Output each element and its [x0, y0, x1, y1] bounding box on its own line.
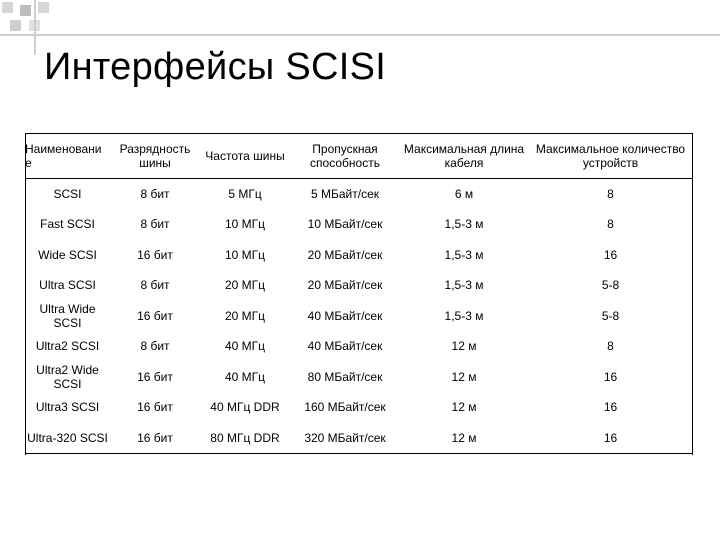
cell-bus-width: 8 бит	[140, 278, 170, 293]
table-row: Ultra Wide SCSI 16 бит 20 МГц 40 МБайт/сек 1…	[25, 301, 693, 332]
cell-frequency: 40 МГц DDR	[210, 400, 280, 415]
cell-throughput: 10 МБайт/сек	[307, 217, 383, 232]
cell-devices: 8	[607, 339, 614, 354]
cell-bus-width: 16 бит	[137, 308, 173, 323]
cell-cable-length: 1,5-3 м	[444, 247, 484, 262]
header-throughput: Пропускная способность	[310, 142, 380, 170]
cell-devices: 8	[607, 187, 614, 201]
table-row: Ultra-320 SCSI 16 бит 80 МГц DDR 320 МБайт/…	[25, 423, 693, 453]
cell-bus-width: 16 бит	[137, 400, 173, 415]
cell-name: Ultra SCSI	[39, 278, 96, 293]
table-row: Wide SCSI 16 бит 10 МГц 20 МБайт/сек 1,5-3 м…	[25, 240, 693, 271]
cell-frequency: 10 МГц	[224, 247, 266, 262]
cell-throughput: 160 МБайт/сек	[304, 400, 386, 415]
cell-devices: 16	[603, 400, 618, 415]
cell-cable-length: 1,5-3 м	[444, 308, 484, 323]
cell-throughput: 20 МБайт/сек	[307, 247, 383, 262]
header-divider-vertical	[34, 0, 36, 55]
cell-frequency: 20 МГц	[224, 308, 266, 323]
header-max-devices: Максимальное количество устройств	[535, 142, 686, 170]
header-divider-horizontal	[0, 34, 720, 36]
cell-throughput: 320 МБайт/сек	[304, 430, 386, 445]
cell-devices: 16	[603, 369, 618, 384]
table-row: Ultra3 SCSI 16 бит 40 МГц DDR 160 МБайт/сек…	[25, 392, 693, 423]
cell-frequency: 40 МГц	[224, 339, 266, 354]
cell-name: Wide SCSI	[38, 247, 97, 262]
table-row: Ultra SCSI 8 бит 20 МГц 20 МБайт/сек 1,5-3 м…	[25, 270, 693, 301]
cell-name: Ultra-320 SCSI	[27, 430, 108, 445]
cell-frequency: 80 МГц DDR	[210, 430, 280, 445]
header-bus-frequency: Частота шины	[205, 149, 285, 163]
cell-throughput: 40 МБайт/сек	[307, 308, 383, 323]
table-row: Fast SCSI 8 бит 10 МГц 10 МБайт/сек 1,5-3 м 8	[25, 209, 693, 240]
cell-devices: 5-8	[601, 308, 620, 323]
cell-bus-width: 16 бит	[137, 369, 173, 384]
cell-devices: 16	[603, 247, 618, 262]
cell-frequency: 40 МГц	[224, 369, 266, 384]
header-name: Наименовани е	[25, 142, 102, 170]
cell-frequency: 20 МГц	[224, 278, 266, 293]
cell-name: Ultra3 SCSI	[35, 400, 100, 415]
slide-title: Интерфейсы SCISI	[44, 46, 387, 88]
scsi-interfaces-table: Наименовани е Разрядность шины Частота ш…	[25, 133, 693, 454]
cell-name: Ultra Wide SCSI	[39, 301, 96, 330]
cell-throughput: 5 МБайт/сек	[310, 187, 379, 201]
cell-frequency: 10 МГц	[224, 217, 266, 232]
cell-throughput: 80 МБайт/сек	[307, 369, 383, 384]
cell-devices: 5-8	[601, 278, 620, 293]
cell-cable-length: 12 м	[451, 400, 477, 415]
cell-bus-width: 16 бит	[137, 430, 173, 445]
cell-name: SCSI	[53, 187, 82, 201]
cell-name: Fast SCSI	[40, 217, 95, 232]
cell-cable-length: 12 м	[451, 430, 477, 445]
cell-frequency: 5 МГц	[228, 187, 262, 201]
table-row: Ultra2 Wide SCSI 16 бит 40 МГц 80 МБайт/сек…	[25, 362, 693, 393]
table-header-row: Наименовани е Разрядность шины Частота ш…	[25, 133, 693, 179]
table-row: SCSI 8 бит 5 МГц 5 МБайт/сек 6 м 8	[25, 179, 693, 210]
table-row: Ultra2 SCSI 8 бит 40 МГц 40 МБайт/сек 12 м 8	[25, 331, 693, 362]
cell-bus-width: 16 бит	[137, 247, 173, 262]
cell-cable-length: 6 м	[454, 187, 474, 201]
cell-cable-length: 12 м	[451, 369, 477, 384]
cell-devices: 16	[603, 430, 618, 445]
cell-name: Ultra2 SCSI	[35, 339, 100, 354]
header-max-cable-length: Максимальная длина кабеля	[403, 142, 525, 170]
cell-throughput: 40 МБайт/сек	[307, 339, 383, 354]
cell-bus-width: 8 бит	[140, 187, 170, 201]
cell-bus-width: 8 бит	[140, 217, 170, 232]
header-bus-width: Разрядность шины	[119, 142, 191, 170]
cell-bus-width: 8 бит	[140, 339, 170, 354]
cell-name: Ultra2 Wide SCSI	[36, 362, 99, 391]
cell-cable-length: 1,5-3 м	[444, 217, 484, 232]
cell-throughput: 20 МБайт/сек	[307, 278, 383, 293]
cell-cable-length: 1,5-3 м	[444, 278, 484, 293]
cell-devices: 8	[607, 217, 614, 232]
cell-cable-length: 12 м	[451, 339, 477, 354]
